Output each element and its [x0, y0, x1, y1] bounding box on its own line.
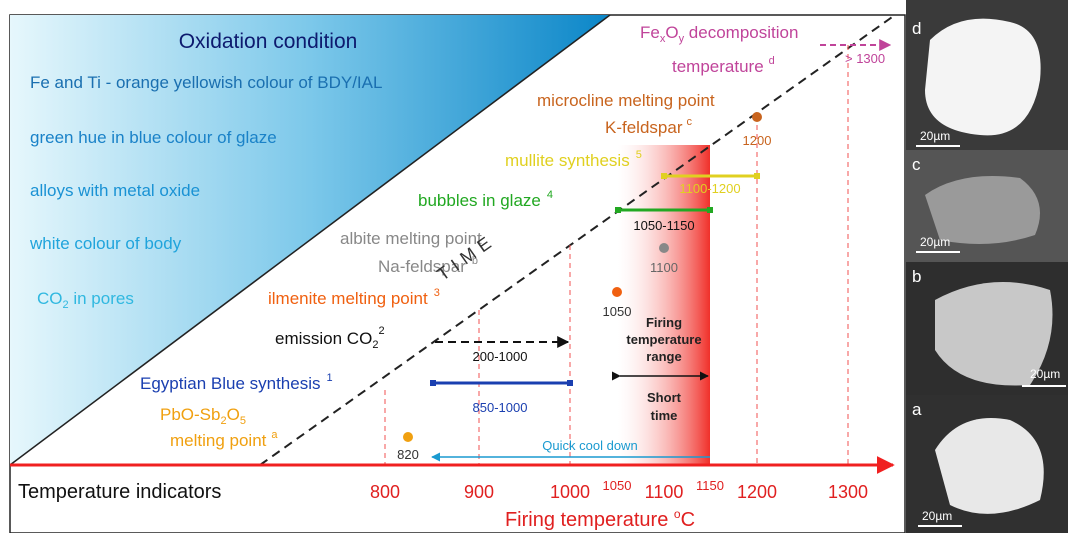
text: decomposition [684, 23, 798, 42]
label: bubbles in glaze 4 [418, 189, 553, 210]
scale-label: 20µm [920, 235, 950, 249]
oxidation-item: alloys with metal oxide [30, 181, 200, 200]
panel-letter: d [912, 19, 921, 38]
note: 4 [547, 189, 553, 201]
text: melting point [170, 431, 267, 450]
scale-label: 20µm [922, 509, 952, 523]
label: albite melting point [340, 229, 482, 248]
tick-label: 1200 [737, 482, 777, 502]
subscript: 2 [372, 339, 378, 351]
micrographs: d c b a 20µm 20µm 20µm 20µm [906, 0, 1068, 533]
point [403, 432, 413, 442]
axis-title: Firing temperature oC [505, 507, 695, 531]
point [752, 112, 762, 122]
text: Egyptian Blue synthesis [140, 374, 321, 393]
label: temperature d [672, 55, 775, 76]
figure: Oxidation condition Fe and Ti - orange y… [0, 0, 1068, 533]
value: 1050 [603, 304, 632, 319]
subscript: 5 [240, 415, 246, 427]
text: O [227, 405, 240, 424]
label: temperature [626, 332, 701, 347]
page: Oxidation condition Fe and Ti - orange y… [0, 0, 1068, 533]
value: 200-1000 [473, 349, 528, 364]
cool-label: Quick cool down [542, 438, 637, 453]
tick-label: 800 [370, 482, 400, 502]
label: emission CO22 [275, 325, 385, 351]
tick-label: 1050 [603, 478, 632, 493]
value: 1100 [650, 260, 678, 275]
label: mullite synthesis 5 [505, 149, 642, 170]
note: 1 [327, 372, 333, 384]
scale-label: 20µm [1030, 367, 1060, 381]
text: K-feldspar [605, 118, 683, 137]
label: Short [647, 390, 682, 405]
text: Fe [640, 23, 660, 42]
oxidation-title: Oxidation condition [179, 30, 358, 53]
end [754, 173, 760, 179]
note: 2 [378, 325, 384, 337]
note: c [686, 116, 692, 128]
end [615, 207, 621, 213]
oxidation-item: green hue in blue colour of glaze [30, 128, 277, 147]
end [661, 173, 667, 179]
label: Firing [646, 315, 682, 330]
label: ilmenite melting point 3 [268, 287, 440, 308]
value: 1050-1150 [633, 218, 694, 233]
value: 1200 [743, 133, 772, 148]
value: 1100-1200 [679, 181, 740, 196]
label: melting point a [170, 429, 278, 450]
end [707, 207, 713, 213]
note: d [769, 55, 775, 67]
label: range [646, 349, 681, 364]
text: emission CO [275, 329, 372, 348]
scale-label: 20µm [920, 129, 950, 143]
tick-label: 900 [464, 482, 494, 502]
diagram: Oxidation condition Fe and Ti - orange y… [10, 15, 905, 533]
label: PbO-Sb2O5 [160, 405, 246, 427]
grain [925, 19, 1041, 136]
tick-label: 1150 [696, 478, 724, 493]
text: O [665, 23, 678, 42]
text: temperature [672, 57, 764, 76]
value: 820 [397, 447, 419, 462]
text: bubbles in glaze [418, 191, 541, 210]
end [430, 380, 436, 386]
label: microcline melting point [537, 91, 715, 110]
text: PbO-Sb [160, 405, 220, 424]
value: 850-1000 [473, 400, 528, 415]
value: > 1300 [845, 51, 885, 66]
axis-left-label: Temperature indicators [18, 481, 221, 503]
tick-label: 1100 [645, 482, 684, 502]
oxidation-item: white colour of body [29, 234, 182, 253]
label: time [651, 408, 678, 423]
oxidation-item: Fe and Ti - orange yellowish colour of B… [30, 73, 382, 92]
panel-letter: c [912, 155, 921, 174]
panel-letter: a [912, 400, 922, 419]
note: 3 [434, 287, 440, 299]
tick-label: 1000 [550, 482, 590, 502]
point [612, 287, 622, 297]
grain [935, 418, 1044, 514]
text: mullite synthesis [505, 151, 630, 170]
text: C [681, 509, 695, 531]
oxidation-item: CO2 in pores [37, 289, 134, 311]
grain [925, 176, 1040, 244]
point [659, 243, 669, 253]
text: ilmenite melting point [268, 289, 428, 308]
label: Egyptian Blue synthesis 1 [140, 372, 333, 393]
text: Firing temperature [505, 509, 674, 531]
text: CO [37, 289, 63, 308]
end [567, 380, 573, 386]
tick-label: 1300 [828, 482, 868, 502]
text: in pores [69, 289, 134, 308]
note: 5 [636, 149, 642, 161]
note: a [271, 429, 278, 441]
panel-letter: b [912, 267, 921, 286]
